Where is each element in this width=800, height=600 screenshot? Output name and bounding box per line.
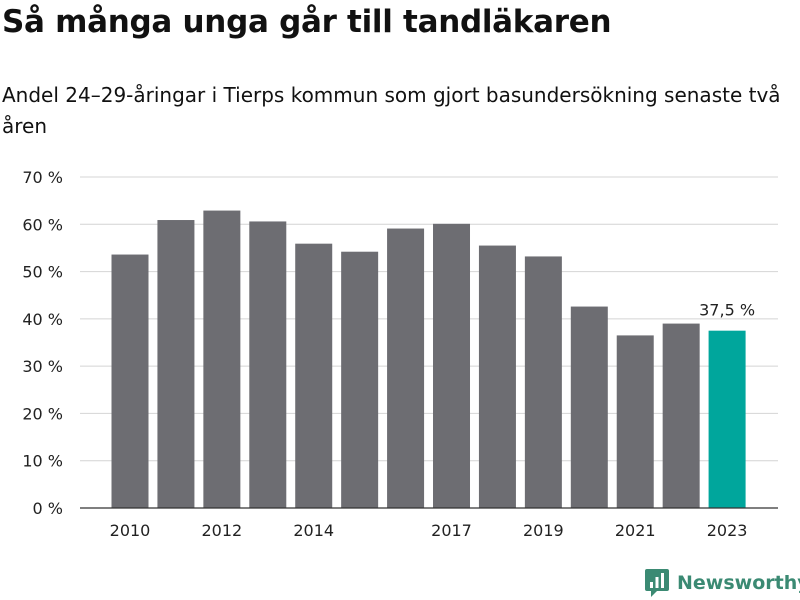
- x-tick-label: 2012: [202, 521, 243, 540]
- bar: [112, 255, 149, 508]
- bar: [387, 229, 424, 508]
- bar: [525, 256, 562, 508]
- bar: [295, 244, 332, 508]
- bar: [571, 307, 608, 508]
- y-tick-label: 10 %: [22, 452, 63, 471]
- highlight-bar: [709, 331, 746, 508]
- bar: [341, 252, 378, 508]
- y-tick-label: 70 %: [22, 168, 63, 187]
- y-tick-label: 60 %: [22, 215, 63, 234]
- newsworthy-logo-icon: [645, 569, 669, 597]
- y-tick-label: 30 %: [22, 357, 63, 376]
- bar: [663, 324, 700, 508]
- y-tick-label: 20 %: [22, 404, 63, 423]
- bar: [479, 246, 516, 508]
- bar: [203, 211, 240, 508]
- bar: [157, 220, 194, 508]
- bar: [433, 224, 470, 508]
- x-tick-label: 2010: [110, 521, 151, 540]
- x-tick-label: 2014: [293, 521, 334, 540]
- data-label: 37,5 %: [699, 301, 755, 320]
- brand-logo: Newsworthy: [645, 569, 800, 597]
- bar-chart: 0 % 10 % 20 % 30 % 40 % 50 % 60 % 70 % 2010 2012 2…: [0, 0, 800, 600]
- x-tick-label: 2017: [431, 521, 472, 540]
- brand-name: Newsworthy: [677, 572, 800, 594]
- y-tick-label: 0 %: [33, 499, 63, 518]
- x-tick-label: 2023: [707, 521, 748, 540]
- x-tick-label: 2019: [523, 521, 564, 540]
- y-tick-label: 50 %: [22, 263, 63, 282]
- y-tick-label: 40 %: [22, 310, 63, 329]
- x-tick-label: 2021: [615, 521, 656, 540]
- bar: [617, 335, 654, 508]
- bar: [249, 221, 286, 508]
